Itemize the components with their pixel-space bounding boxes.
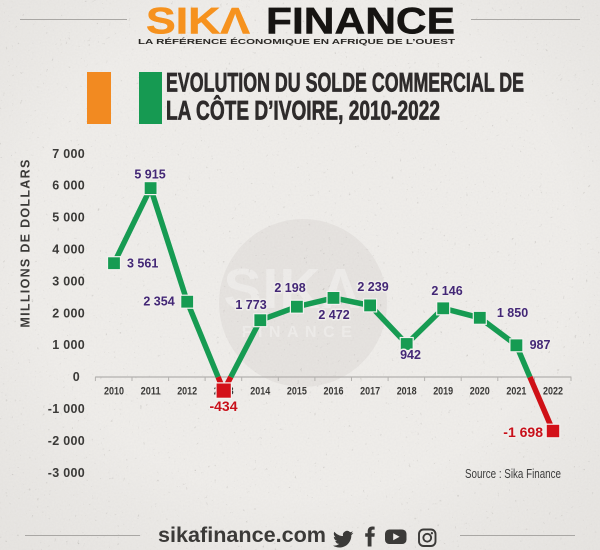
svg-text:2010: 2010 bbox=[104, 386, 124, 398]
svg-text:2015: 2015 bbox=[287, 386, 307, 398]
svg-text:FINANCE: FINANCE bbox=[242, 324, 359, 341]
svg-text:2017: 2017 bbox=[360, 386, 380, 398]
svg-text:1 850: 1 850 bbox=[497, 306, 528, 320]
svg-text:942: 942 bbox=[400, 348, 421, 362]
svg-text:2 472: 2 472 bbox=[318, 308, 349, 322]
svg-text:Source : Sika Finance: Source : Sika Finance bbox=[465, 466, 561, 481]
svg-text:2 239: 2 239 bbox=[357, 280, 388, 294]
svg-text:5 000: 5 000 bbox=[52, 211, 85, 225]
svg-text:3 561: 3 561 bbox=[127, 256, 158, 270]
svg-text:-2 000: -2 000 bbox=[48, 434, 85, 448]
svg-text:2 146: 2 146 bbox=[431, 284, 462, 298]
svg-text:LA CÔTE D’IVOIRE, 2010-2022: LA CÔTE D’IVOIRE, 2010-2022 bbox=[166, 96, 440, 126]
svg-text:2019: 2019 bbox=[433, 386, 453, 398]
svg-text:7 000: 7 000 bbox=[52, 147, 85, 161]
svg-text:EVOLUTION DU SOLDE COMMERCIAL: EVOLUTION DU SOLDE COMMERCIAL DE bbox=[166, 68, 524, 98]
svg-text:6 000: 6 000 bbox=[52, 179, 85, 193]
svg-text:2022: 2022 bbox=[543, 386, 563, 398]
svg-text:0: 0 bbox=[73, 370, 80, 384]
svg-text:2020: 2020 bbox=[470, 386, 490, 398]
svg-text:2021: 2021 bbox=[506, 386, 526, 398]
svg-text:2 354: 2 354 bbox=[143, 294, 174, 308]
svg-text:-434: -434 bbox=[209, 398, 237, 414]
svg-text:2016: 2016 bbox=[324, 386, 344, 398]
svg-text:2 198: 2 198 bbox=[274, 281, 305, 295]
svg-text:2 000: 2 000 bbox=[52, 306, 85, 320]
svg-text:2014: 2014 bbox=[250, 386, 271, 398]
svg-text:2018: 2018 bbox=[397, 386, 417, 398]
svg-text:-1 000: -1 000 bbox=[48, 402, 85, 416]
svg-text:-3 000: -3 000 bbox=[48, 466, 85, 480]
svg-text:sikafinance.com: sikafinance.com bbox=[158, 524, 326, 547]
svg-text:1 773: 1 773 bbox=[235, 298, 266, 312]
svg-text:-1 698: -1 698 bbox=[503, 424, 543, 440]
svg-text:FINANCE: FINANCE bbox=[266, 1, 455, 42]
svg-text:3 000: 3 000 bbox=[52, 274, 85, 288]
svg-text:LA RÉFÉRENCE ÉCONOMIQUE EN AFR: LA RÉFÉRENCE ÉCONOMIQUE EN AFRIQUE DE L’… bbox=[138, 37, 456, 46]
svg-text:5 915: 5 915 bbox=[134, 167, 165, 181]
svg-text:987: 987 bbox=[530, 338, 551, 352]
svg-text:2011: 2011 bbox=[141, 386, 161, 398]
svg-text:MILLIONS DE DOLLARS: MILLIONS DE DOLLARS bbox=[19, 158, 33, 327]
svg-text:4 000: 4 000 bbox=[52, 243, 85, 257]
svg-text:1 000: 1 000 bbox=[52, 338, 85, 352]
svg-text:SIKΛ: SIKΛ bbox=[146, 1, 250, 42]
svg-text:2012: 2012 bbox=[177, 386, 197, 398]
